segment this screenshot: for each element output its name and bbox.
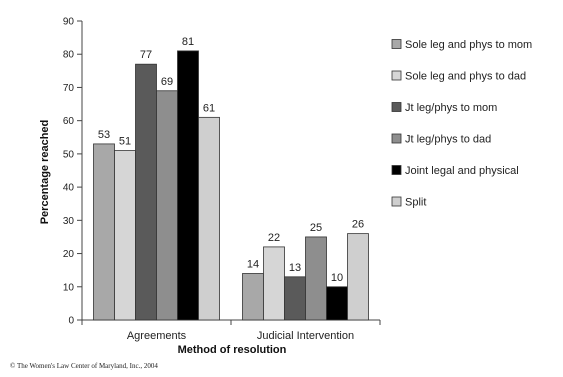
legend-entry: Sole leg and phys to dad: [405, 71, 526, 83]
bars: [94, 51, 369, 320]
x-axis-title: Method of resolution: [178, 344, 287, 356]
legend-entry: Split: [405, 197, 426, 209]
category-labels: Agreements Judicial Intervention: [127, 330, 354, 342]
y-tick-label: 30: [63, 216, 75, 227]
y-tick-label: 80: [63, 50, 75, 61]
bar: [327, 287, 348, 320]
copyright-footer: © The Women's Law Center of Maryland, In…: [10, 362, 158, 370]
bar: [285, 277, 306, 320]
bar: [157, 91, 178, 320]
legend: Sole leg and phys to mom Sole leg and phy…: [392, 39, 532, 209]
legend-swatch: [392, 197, 401, 206]
category-label: Judicial Intervention: [257, 330, 354, 342]
y-tick-label: 10: [63, 282, 75, 293]
bar: [136, 64, 157, 320]
x-axis: [82, 320, 380, 325]
y-tick-label: 40: [63, 183, 75, 194]
data-label: 22: [268, 232, 280, 244]
data-label: 51: [119, 136, 131, 148]
bar: [264, 247, 285, 320]
category-label: Agreements: [127, 330, 187, 342]
y-tick-label: 20: [63, 249, 75, 260]
y-axis-title: Percentage reached: [39, 120, 51, 225]
bar: [243, 273, 264, 320]
bar: [199, 117, 220, 320]
data-label: 69: [161, 76, 173, 88]
legend-entry: Jt leg/phys to mom: [405, 102, 497, 114]
data-label: 26: [352, 219, 364, 231]
legend-swatch: [392, 103, 401, 112]
data-label: 25: [310, 222, 322, 234]
legend-entry: Jt leg/phys to dad: [405, 134, 491, 146]
data-label: 10: [331, 272, 343, 284]
bar: [94, 144, 115, 320]
legend-swatch: [392, 134, 401, 143]
data-label: 14: [247, 258, 259, 270]
data-label: 13: [289, 262, 301, 274]
data-label: 53: [98, 129, 110, 141]
bar: [115, 151, 136, 320]
legend-swatch: [392, 40, 401, 49]
data-label: 77: [140, 49, 152, 61]
y-tick-label: 50: [63, 149, 75, 160]
y-tick-label: 70: [63, 83, 75, 94]
legend-swatch: [392, 166, 401, 175]
y-tick-label: 0: [68, 316, 74, 327]
bar: [348, 234, 369, 320]
y-axis: 0 10 20 30 40 50 60 70 80 90: [63, 17, 82, 327]
legend-swatch: [392, 71, 401, 80]
legend-entry: Joint legal and physical: [405, 165, 519, 177]
legend-entry: Sole leg and phys to mom: [405, 39, 532, 51]
bar: [178, 51, 199, 320]
y-tick-label: 90: [63, 17, 75, 28]
data-label: 61: [203, 102, 215, 114]
data-label: 81: [182, 36, 194, 48]
bar: [306, 237, 327, 320]
y-tick-label: 60: [63, 116, 75, 127]
